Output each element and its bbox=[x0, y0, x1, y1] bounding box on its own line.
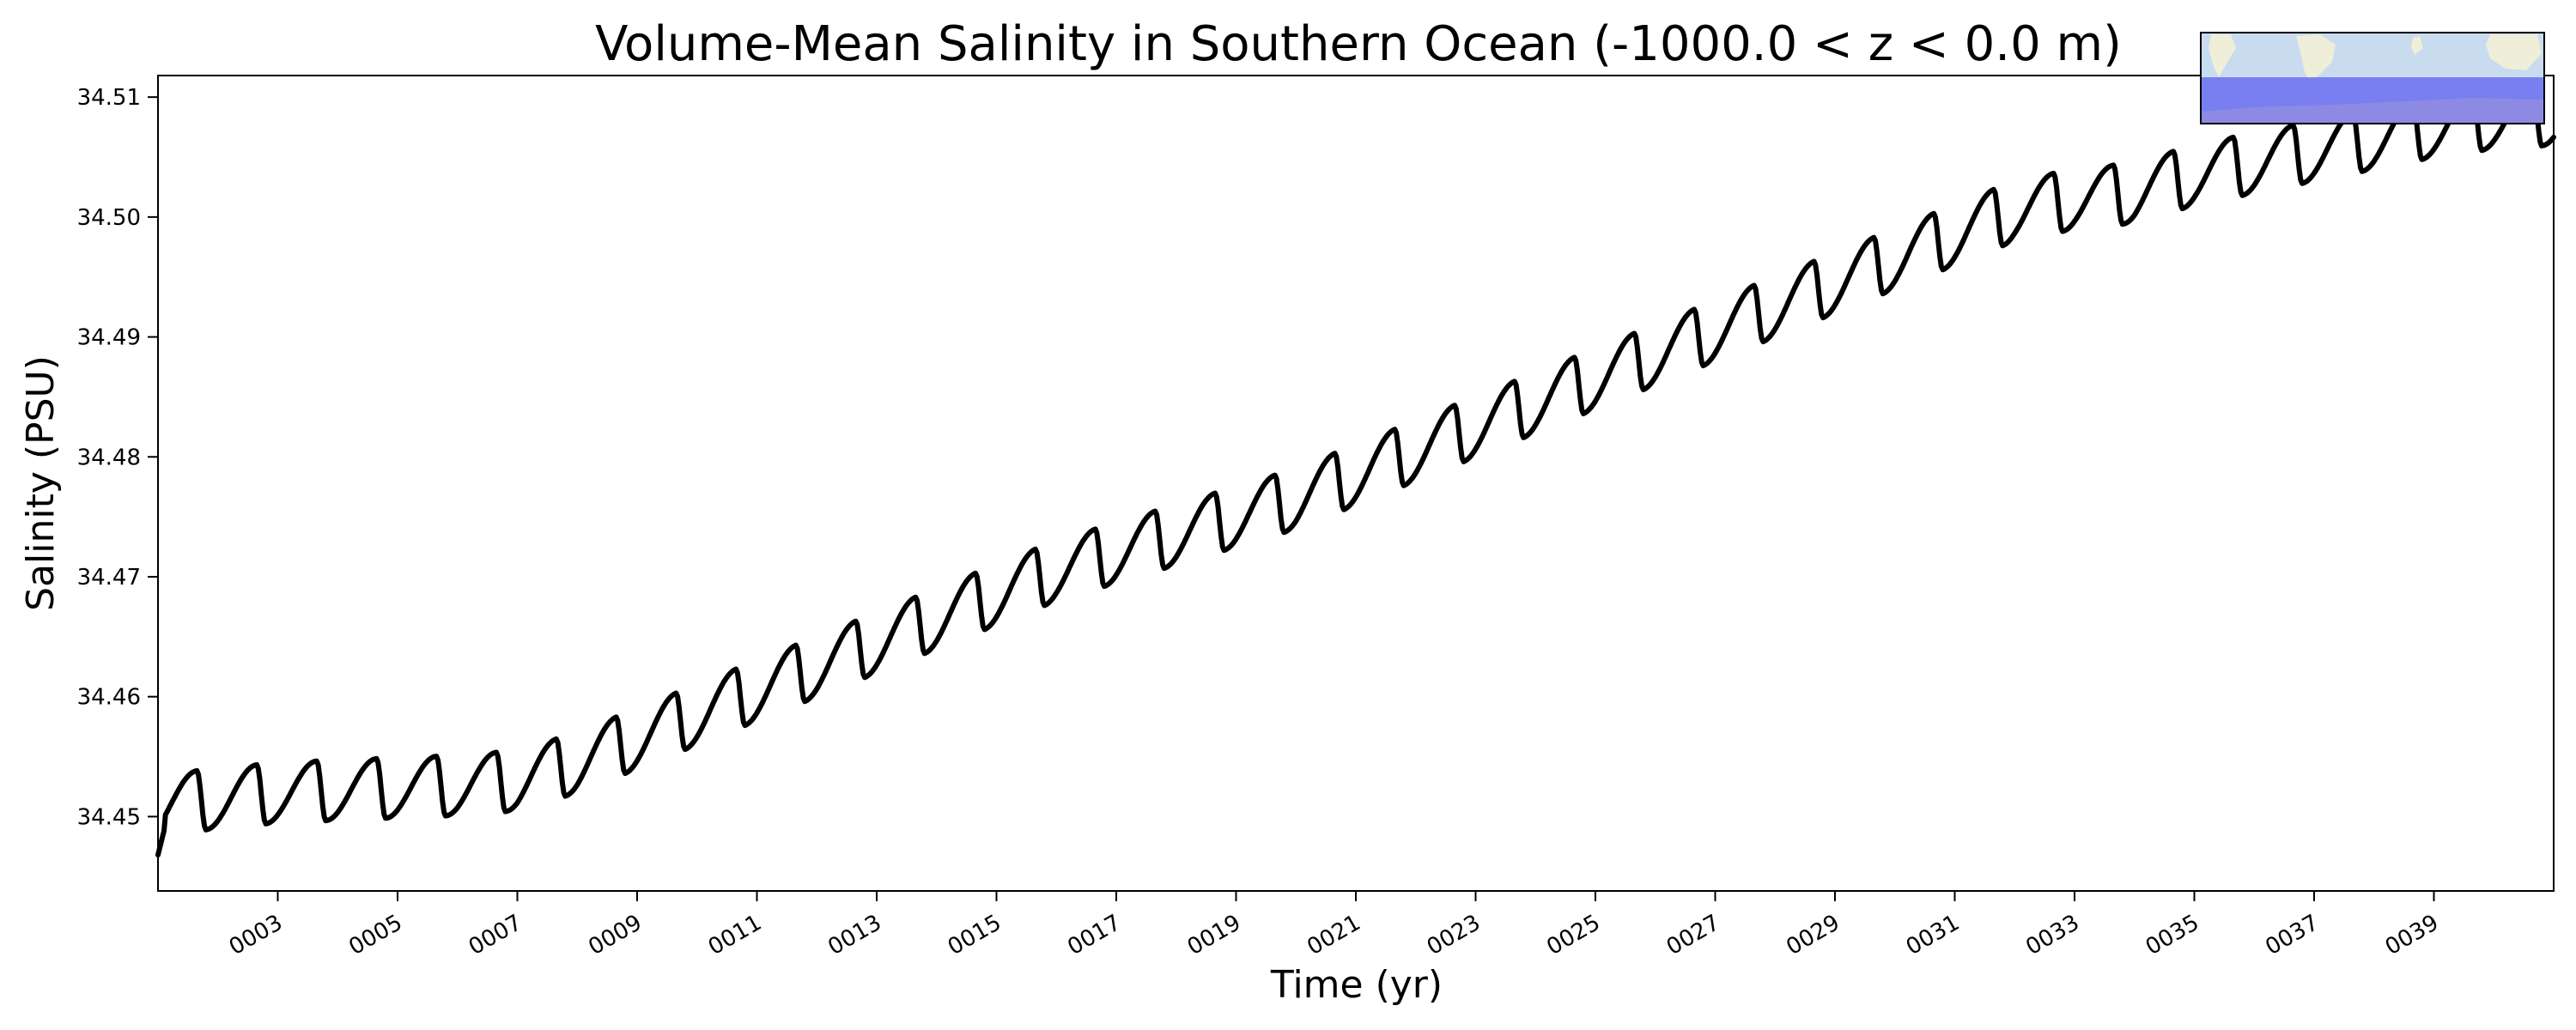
inset-land-australia bbox=[2486, 34, 2542, 70]
x-axis-label: Time (yr) bbox=[1270, 963, 1443, 1007]
y-tick-label: 34.46 bbox=[77, 685, 141, 711]
inset-land-south-america bbox=[2208, 34, 2236, 77]
plot-area: 0003 0005 0007 0009 0011 0013 0015 0017 0019 0021… bbox=[77, 75, 2556, 960]
x-tick-label: 0033 bbox=[2021, 910, 2083, 960]
x-tick-label: 0013 bbox=[823, 910, 885, 960]
x-tick-label: 0029 bbox=[1782, 910, 1844, 960]
x-tick-label: 0031 bbox=[1902, 910, 1964, 960]
x-tick-label: 0009 bbox=[584, 910, 646, 960]
salinity-series-line bbox=[155, 83, 2556, 858]
inset-land-africa bbox=[2296, 34, 2336, 82]
x-tick-label: 0011 bbox=[704, 910, 766, 960]
y-axis-ticks: 34.45 34.46 34.47 34.48 34.49 34.50 34.51 bbox=[77, 85, 158, 830]
x-tick-label: 0037 bbox=[2261, 910, 2323, 960]
x-tick-label: 0015 bbox=[944, 910, 1005, 960]
x-tick-label: 0019 bbox=[1183, 910, 1245, 960]
x-tick-label: 0021 bbox=[1303, 910, 1364, 960]
y-tick-label: 34.50 bbox=[77, 205, 141, 231]
plot-frame bbox=[157, 75, 2555, 892]
inset-antarctic-ice bbox=[2201, 98, 2544, 124]
y-tick-label: 34.45 bbox=[77, 804, 141, 830]
region-inset-map bbox=[2200, 32, 2545, 124]
y-axis-label: Salinity (PSU) bbox=[19, 355, 63, 611]
x-tick-label: 0025 bbox=[1542, 910, 1604, 960]
inset-land-madagascar bbox=[2411, 36, 2423, 55]
x-tick-label: 0007 bbox=[465, 910, 526, 960]
y-tick-label: 34.51 bbox=[77, 85, 141, 111]
x-tick-label: 0017 bbox=[1063, 910, 1125, 960]
x-axis-ticks: 0003 0005 0007 0009 0011 0013 0015 0017 0019 0021… bbox=[225, 891, 2443, 960]
y-tick-label: 34.48 bbox=[77, 445, 141, 470]
chart-title: Volume-Mean Salinity in Southern Ocean (… bbox=[595, 16, 2122, 72]
x-tick-label: 0039 bbox=[2381, 910, 2443, 960]
x-tick-label: 0035 bbox=[2142, 910, 2203, 960]
inset-map-frame bbox=[2200, 32, 2545, 124]
y-tick-label: 34.49 bbox=[77, 325, 141, 351]
x-tick-label: 0023 bbox=[1423, 910, 1485, 960]
x-tick-label: 0027 bbox=[1662, 910, 1724, 960]
x-tick-label: 0003 bbox=[225, 910, 287, 960]
y-tick-label: 34.47 bbox=[77, 565, 141, 591]
x-tick-label: 0005 bbox=[344, 910, 406, 960]
